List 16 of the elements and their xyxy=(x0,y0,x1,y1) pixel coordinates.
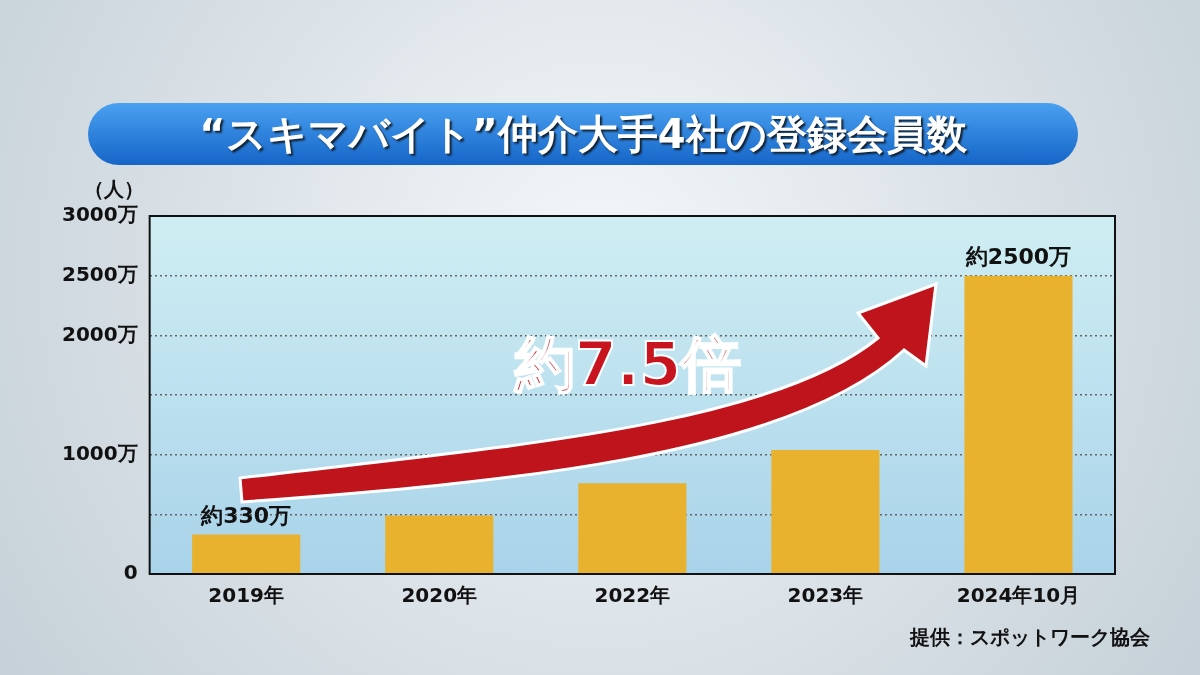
y-tick-label: 2000万 xyxy=(61,321,138,346)
y-tick-label: 3000万 xyxy=(61,202,138,227)
chart-title: “スキマバイト”仲介大手4社の登録会員数 xyxy=(88,103,1078,165)
text: 提供：スポットワーク協会 xyxy=(910,624,1150,651)
annotation: 約7.5倍 xyxy=(515,328,742,401)
x-tick-label: 2023年 xyxy=(787,583,864,608)
data-label: 約2500万 xyxy=(964,244,1072,270)
x-tick-label: 2020年 xyxy=(401,583,478,608)
x-tick-label: 2019年 xyxy=(208,583,285,608)
y-tick-label: 0 xyxy=(123,560,138,585)
x-tick-label: 2022年 xyxy=(594,583,671,608)
data-label: 約330万 xyxy=(200,503,292,529)
y-tick-label: 1000万 xyxy=(61,440,138,465)
y-tick-label: 2500万 xyxy=(61,261,138,286)
y-axis-title: （人） xyxy=(84,176,144,203)
x-tick-label: 2024年10月 xyxy=(956,583,1081,608)
